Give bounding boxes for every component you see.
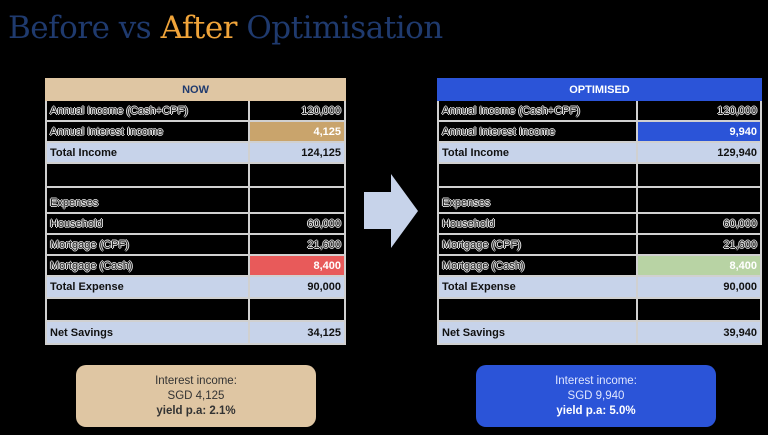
total-income-value: 129,940: [635, 141, 763, 164]
blank-row: [437, 297, 763, 322]
row-label: Total Income: [437, 141, 638, 164]
table-row: Expenses: [437, 186, 763, 214]
row-value: 60,000: [635, 212, 763, 235]
mortgage-cash-value: 8,400: [247, 254, 347, 277]
total-expense-value: 90,000: [635, 275, 763, 299]
optimised-header: OPTIMISED: [436, 78, 763, 101]
summary-amount: SGD 9,940: [567, 390, 625, 402]
table-row: Mortgage (Cash) 8,400: [45, 254, 347, 277]
net-savings-value: 34,125: [247, 320, 347, 345]
total-expense-value: 90,000: [247, 275, 347, 299]
row-label: Total Income: [45, 141, 250, 164]
page-title: Before vs After Optimisation: [8, 10, 443, 46]
table-row: Net Savings 34,125: [45, 320, 347, 345]
table-row: Household 60,000: [45, 212, 347, 235]
table-row: Annual Interest Income 9,940: [437, 120, 763, 143]
row-label: Net Savings: [45, 320, 250, 345]
table-row: Total Income 129,940: [437, 141, 763, 164]
optimised-summary-box: Interest income: SGD 9,940 yield p.a: 5.…: [476, 365, 716, 427]
now-header: NOW: [44, 78, 347, 101]
row-value: 21,600: [247, 233, 347, 256]
row-label: Total Expense: [437, 275, 638, 299]
table-row: Net Savings 39,940: [437, 320, 763, 345]
table-row: Annual Income (Cash+CPF) 120,000: [45, 99, 347, 122]
interest-income-value: 4,125: [247, 120, 347, 143]
row-value: 120,000: [635, 99, 763, 122]
table-row: Mortgage (CPF) 21,600: [45, 233, 347, 256]
table-row: Annual Income (Cash+CPF) 120,000: [437, 99, 763, 122]
row-label: Mortgage (CPF): [45, 233, 250, 256]
summary-yield: yield p.a: 5.0%: [556, 405, 636, 417]
table-row: Household 60,000: [437, 212, 763, 235]
table-row: Total Expense 90,000: [45, 275, 347, 299]
row-label: Household: [437, 212, 638, 235]
net-savings-value: 39,940: [635, 320, 763, 345]
mortgage-cash-value: 8,400: [635, 254, 763, 277]
summary-yield: yield p.a: 2.1%: [156, 405, 236, 417]
title-before-vs: Before vs: [8, 10, 161, 46]
row-label: Annual Interest Income: [45, 120, 250, 143]
table-row: Mortgage (Cash) 8,400: [437, 254, 763, 277]
row-value: 120,000: [247, 99, 347, 122]
title-optimisation: Optimisation: [237, 10, 443, 46]
table-row: Annual Interest Income 4,125: [45, 120, 347, 143]
section-label: Expenses: [437, 186, 638, 214]
row-label: Mortgage (Cash): [45, 254, 250, 277]
row-label: Net Savings: [437, 320, 638, 345]
blank-row: [437, 162, 763, 188]
row-label: Annual Income (Cash+CPF): [45, 99, 250, 122]
row-label: Annual Income (Cash+CPF): [437, 99, 638, 122]
table-row: Total Expense 90,000: [437, 275, 763, 299]
title-accent: After: [160, 10, 238, 46]
row-label: Household: [45, 212, 250, 235]
table-row: Total Income 124,125: [45, 141, 347, 164]
row-label: Total Expense: [45, 275, 250, 299]
blank-row: [45, 297, 347, 322]
section-label: Expenses: [45, 186, 250, 214]
row-value: 21,600: [635, 233, 763, 256]
table-row: Expenses: [45, 186, 347, 214]
now-table: NOW Annual Income (Cash+CPF) 120,000 Annu…: [44, 78, 347, 345]
row-label: Annual Interest Income: [437, 120, 638, 143]
summary-label: Interest income:: [155, 375, 237, 387]
row-label: Mortgage (Cash): [437, 254, 638, 277]
row-value: 60,000: [247, 212, 347, 235]
interest-income-value: 9,940: [635, 120, 763, 143]
right-arrow-icon: [364, 174, 418, 248]
now-summary-box: Interest income: SGD 4,125 yield p.a: 2.…: [76, 365, 316, 427]
row-label: Mortgage (CPF): [437, 233, 638, 256]
summary-label: Interest income:: [555, 375, 637, 387]
summary-amount: SGD 4,125: [167, 390, 225, 402]
optimised-table: OPTIMISED Annual Income (Cash+CPF) 120,00…: [436, 78, 763, 345]
blank-row: [45, 162, 347, 188]
total-income-value: 124,125: [247, 141, 347, 164]
table-row: Mortgage (CPF) 21,600: [437, 233, 763, 256]
